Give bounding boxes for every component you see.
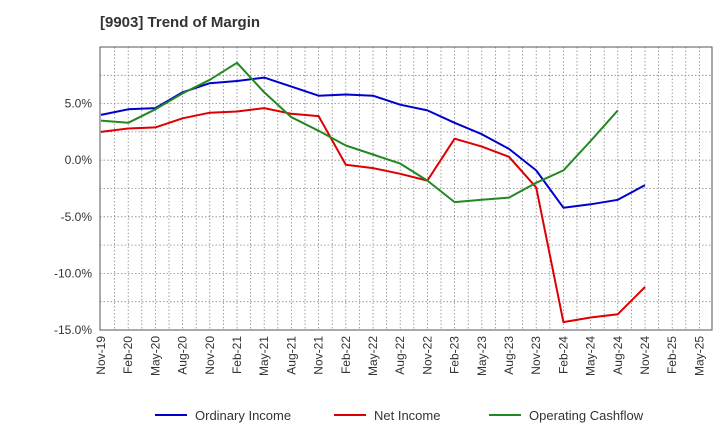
x-tick-label: Feb-25	[665, 336, 679, 374]
x-tick-label: Nov-19	[94, 336, 108, 375]
x-tick-label: Nov-23	[529, 336, 543, 375]
x-tick-label: May-20	[148, 336, 162, 376]
x-tick-label: Nov-21	[312, 336, 326, 375]
legend: Ordinary Income Net Income Operating Cashf…	[155, 408, 644, 423]
x-tick-label: May-22	[366, 336, 380, 376]
x-tick-label: May-25	[692, 336, 706, 376]
grid-lines	[100, 47, 712, 330]
x-tick-label: Aug-24	[611, 336, 625, 375]
y-axis-ticks: 5.0% 0.0% -5.0% -10.0% -15.0%	[54, 97, 92, 337]
legend-label-operating-cashflow: Operating Cashflow	[529, 408, 644, 423]
x-tick-label: Feb-23	[448, 336, 462, 374]
legend-label-ordinary-income: Ordinary Income	[195, 408, 291, 423]
y-tick-label: -15.0%	[54, 323, 92, 337]
x-tick-label: Nov-20	[203, 336, 217, 375]
plot-area-border	[99, 46, 713, 331]
y-tick-label: -5.0%	[61, 210, 93, 224]
x-tick-label: Feb-24	[556, 336, 570, 374]
x-tick-label: Aug-22	[393, 336, 407, 375]
chart-title: [9903] Trend of Margin	[100, 14, 261, 31]
x-tick-label: May-21	[257, 336, 271, 376]
x-tick-label: May-24	[584, 336, 598, 376]
x-tick-label: Aug-23	[502, 336, 516, 375]
x-tick-label: Nov-24	[638, 336, 652, 375]
series-layer	[100, 61, 646, 324]
y-tick-label: 5.0%	[65, 97, 93, 111]
operating-cashflow-line	[100, 61, 619, 204]
x-tick-label: Nov-22	[420, 336, 434, 375]
x-tick-label: May-23	[475, 336, 489, 376]
y-tick-label: -10.0%	[54, 266, 92, 280]
y-tick-label: 0.0%	[65, 153, 93, 167]
net-income-line	[100, 107, 646, 324]
x-tick-label: Aug-21	[284, 336, 298, 375]
x-axis-ticks: Nov-19 Feb-20 May-20 Aug-20 Nov-20 Feb-21 May-…	[94, 336, 706, 376]
x-tick-label: Feb-22	[339, 336, 353, 374]
x-tick-label: Aug-20	[176, 336, 190, 375]
x-tick-label: Feb-21	[230, 336, 244, 374]
legend-label-net-income: Net Income	[374, 408, 440, 423]
x-tick-label: Feb-20	[121, 336, 135, 374]
